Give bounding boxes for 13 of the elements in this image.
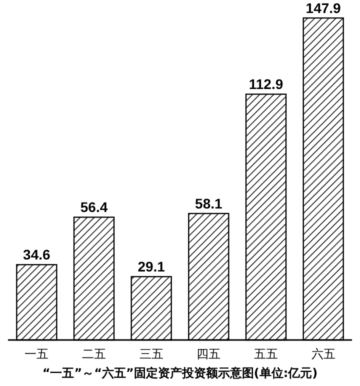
x-tick-label: 一五	[24, 347, 49, 361]
text: “一五”～“六五”固定资产投资额示意图(单位:亿元)	[42, 366, 318, 380]
data-label: 112.9	[248, 76, 284, 92]
x-tick-label: 二五	[82, 347, 106, 361]
data-label: 29.1	[138, 258, 166, 275]
data-label: 34.6	[23, 246, 51, 263]
x-tick-label: 六五	[311, 347, 336, 361]
x-tick-label: 四五	[196, 347, 221, 361]
data-label: 147.9	[306, 0, 342, 16]
x-tick-label: 五五	[254, 347, 278, 361]
data-label: 58.1	[195, 196, 223, 212]
x-tick-label: 三五	[139, 347, 164, 361]
data-label: 56.4	[80, 199, 108, 216]
